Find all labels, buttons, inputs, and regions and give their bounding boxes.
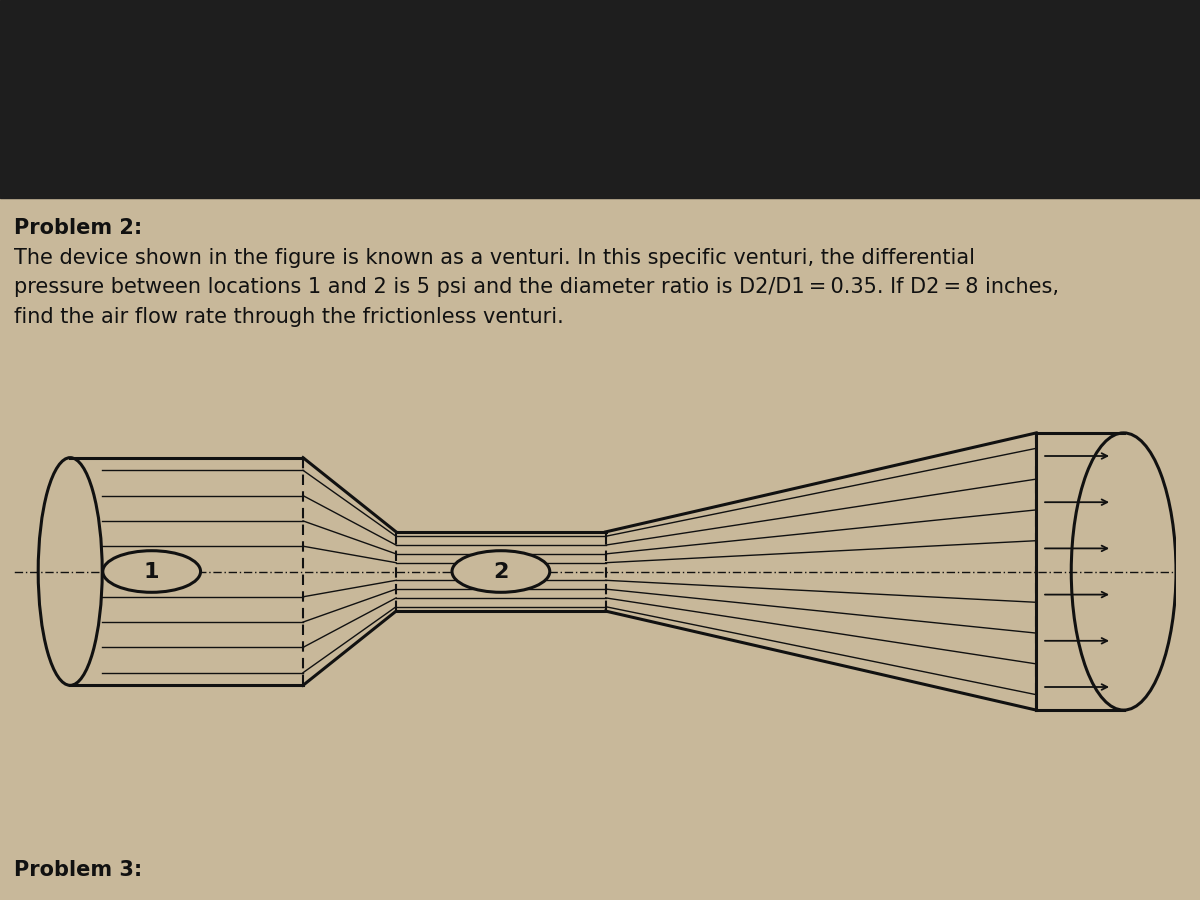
Text: Problem 2:: Problem 2: — [14, 218, 143, 238]
Text: The device shown in the figure is known as a venturi. In this specific venturi, : The device shown in the figure is known … — [14, 248, 976, 267]
Text: 2: 2 — [493, 562, 509, 581]
Text: Open with ▾: Open with ▾ — [504, 122, 612, 140]
Text: 2: 2 — [544, 170, 559, 194]
Text: 1: 1 — [144, 562, 160, 581]
Circle shape — [103, 551, 200, 592]
Text: pressure between locations 1 and 2 is 5 psi and the diameter ratio is D2/D1 = 0.: pressure between locations 1 and 2 is 5 … — [14, 277, 1060, 297]
Text: ic5MTg3Njl2NzEzy a/Mjg5OTUxNTUWMTE2/details: ic5MTg3Njl2NzEzy a/Mjg5OTUxNTUWMTE2/deta… — [6, 13, 389, 28]
Text: Problem 3:: Problem 3: — [14, 860, 143, 879]
Text: find the air flow rate through the frictionless venturi.: find the air flow rate through the frict… — [14, 307, 564, 327]
Circle shape — [452, 551, 550, 592]
